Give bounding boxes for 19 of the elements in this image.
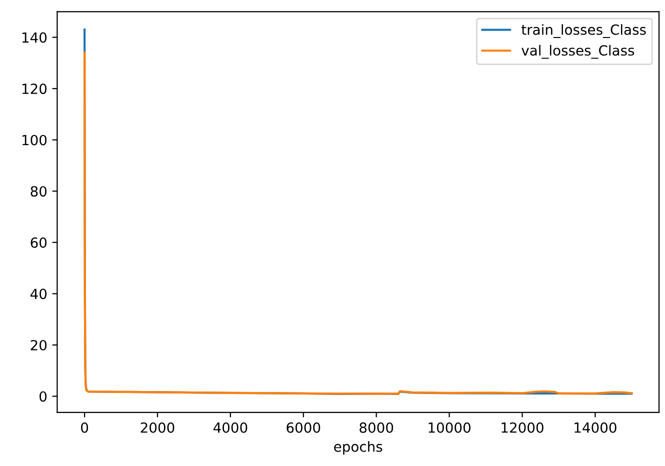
y-tick-label: 20 (30, 340, 47, 350)
y-tick-label: 60 (30, 237, 47, 248)
x-tick-label: 14000 (574, 422, 616, 433)
y-tick-label: 120 (22, 84, 47, 94)
x-axis-title: epochs (334, 441, 382, 455)
x-tick-label: 8000 (360, 422, 394, 433)
y-tick-label: 40 (30, 288, 47, 300)
y-tick-label: 140 (22, 32, 47, 43)
x-tick-label: 10000 (428, 422, 470, 433)
x-tick-label: 2000 (140, 422, 174, 433)
x-tick-label: 0 (81, 422, 88, 433)
y-tick-label: 80 (30, 186, 47, 197)
legend-label: val_losses_Class (522, 44, 634, 59)
y-tick-label: 100 (22, 134, 47, 146)
x-tick-label: 4000 (213, 422, 248, 433)
x-tick-label: 12000 (502, 422, 544, 433)
x-tick-label: 6000 (286, 422, 320, 433)
y-tick-label: 0 (40, 391, 47, 402)
legend-label: train_losses_Class (522, 24, 646, 38)
